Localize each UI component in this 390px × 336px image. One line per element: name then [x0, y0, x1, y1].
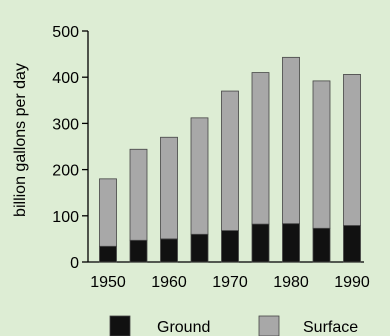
y-tick-label: 300	[52, 116, 79, 133]
bar-surface-1960	[160, 136, 178, 240]
x-tick-label: 1990	[334, 274, 370, 291]
bar-ground-1990	[343, 225, 361, 263]
bar-surface-1965	[190, 117, 209, 235]
bar-surface-1970	[221, 90, 239, 231]
bar-surface-1950	[99, 178, 117, 247]
x-axis: 1950 1960 1970 1980 1990	[88, 261, 370, 291]
y-tick-label: 500	[52, 24, 79, 41]
bar-surface-1990	[343, 74, 361, 226]
bars	[99, 56, 361, 263]
y-axis: 0 100 200 300 400 500	[52, 24, 89, 272]
x-tick-label: 1970	[212, 274, 248, 291]
bar-ground-1955	[129, 239, 148, 263]
bar-ground-1950	[99, 245, 117, 263]
legend-label-ground: Ground	[157, 319, 210, 336]
bar-ground-1985	[312, 227, 331, 263]
legend-swatch-ground	[109, 315, 131, 336]
y-tick-label: 400	[52, 70, 79, 87]
bar-ground-1965	[190, 233, 209, 263]
bar-surface-1980	[282, 56, 300, 225]
y-tick-label: 200	[52, 163, 79, 180]
y-tick-label: 0	[70, 255, 79, 272]
bar-surface-1955	[129, 148, 148, 241]
y-axis-label: billion gallons per day	[12, 63, 29, 217]
bar-surface-1975	[251, 72, 270, 225]
bar-ground-1970	[221, 230, 239, 263]
x-tick-label: 1980	[273, 274, 309, 291]
legend-label-surface: Surface	[303, 319, 358, 336]
x-tick-label: 1960	[151, 274, 187, 291]
bar-surface-1985	[312, 80, 331, 229]
x-tick-label: 1950	[90, 274, 126, 291]
bar-ground-1960	[160, 238, 178, 263]
y-tick-label: 100	[52, 209, 79, 226]
legend: Ground Surface	[109, 315, 358, 336]
bar-ground-1980	[282, 223, 300, 263]
bar-ground-1975	[251, 223, 270, 263]
legend-swatch-surface	[258, 315, 280, 336]
